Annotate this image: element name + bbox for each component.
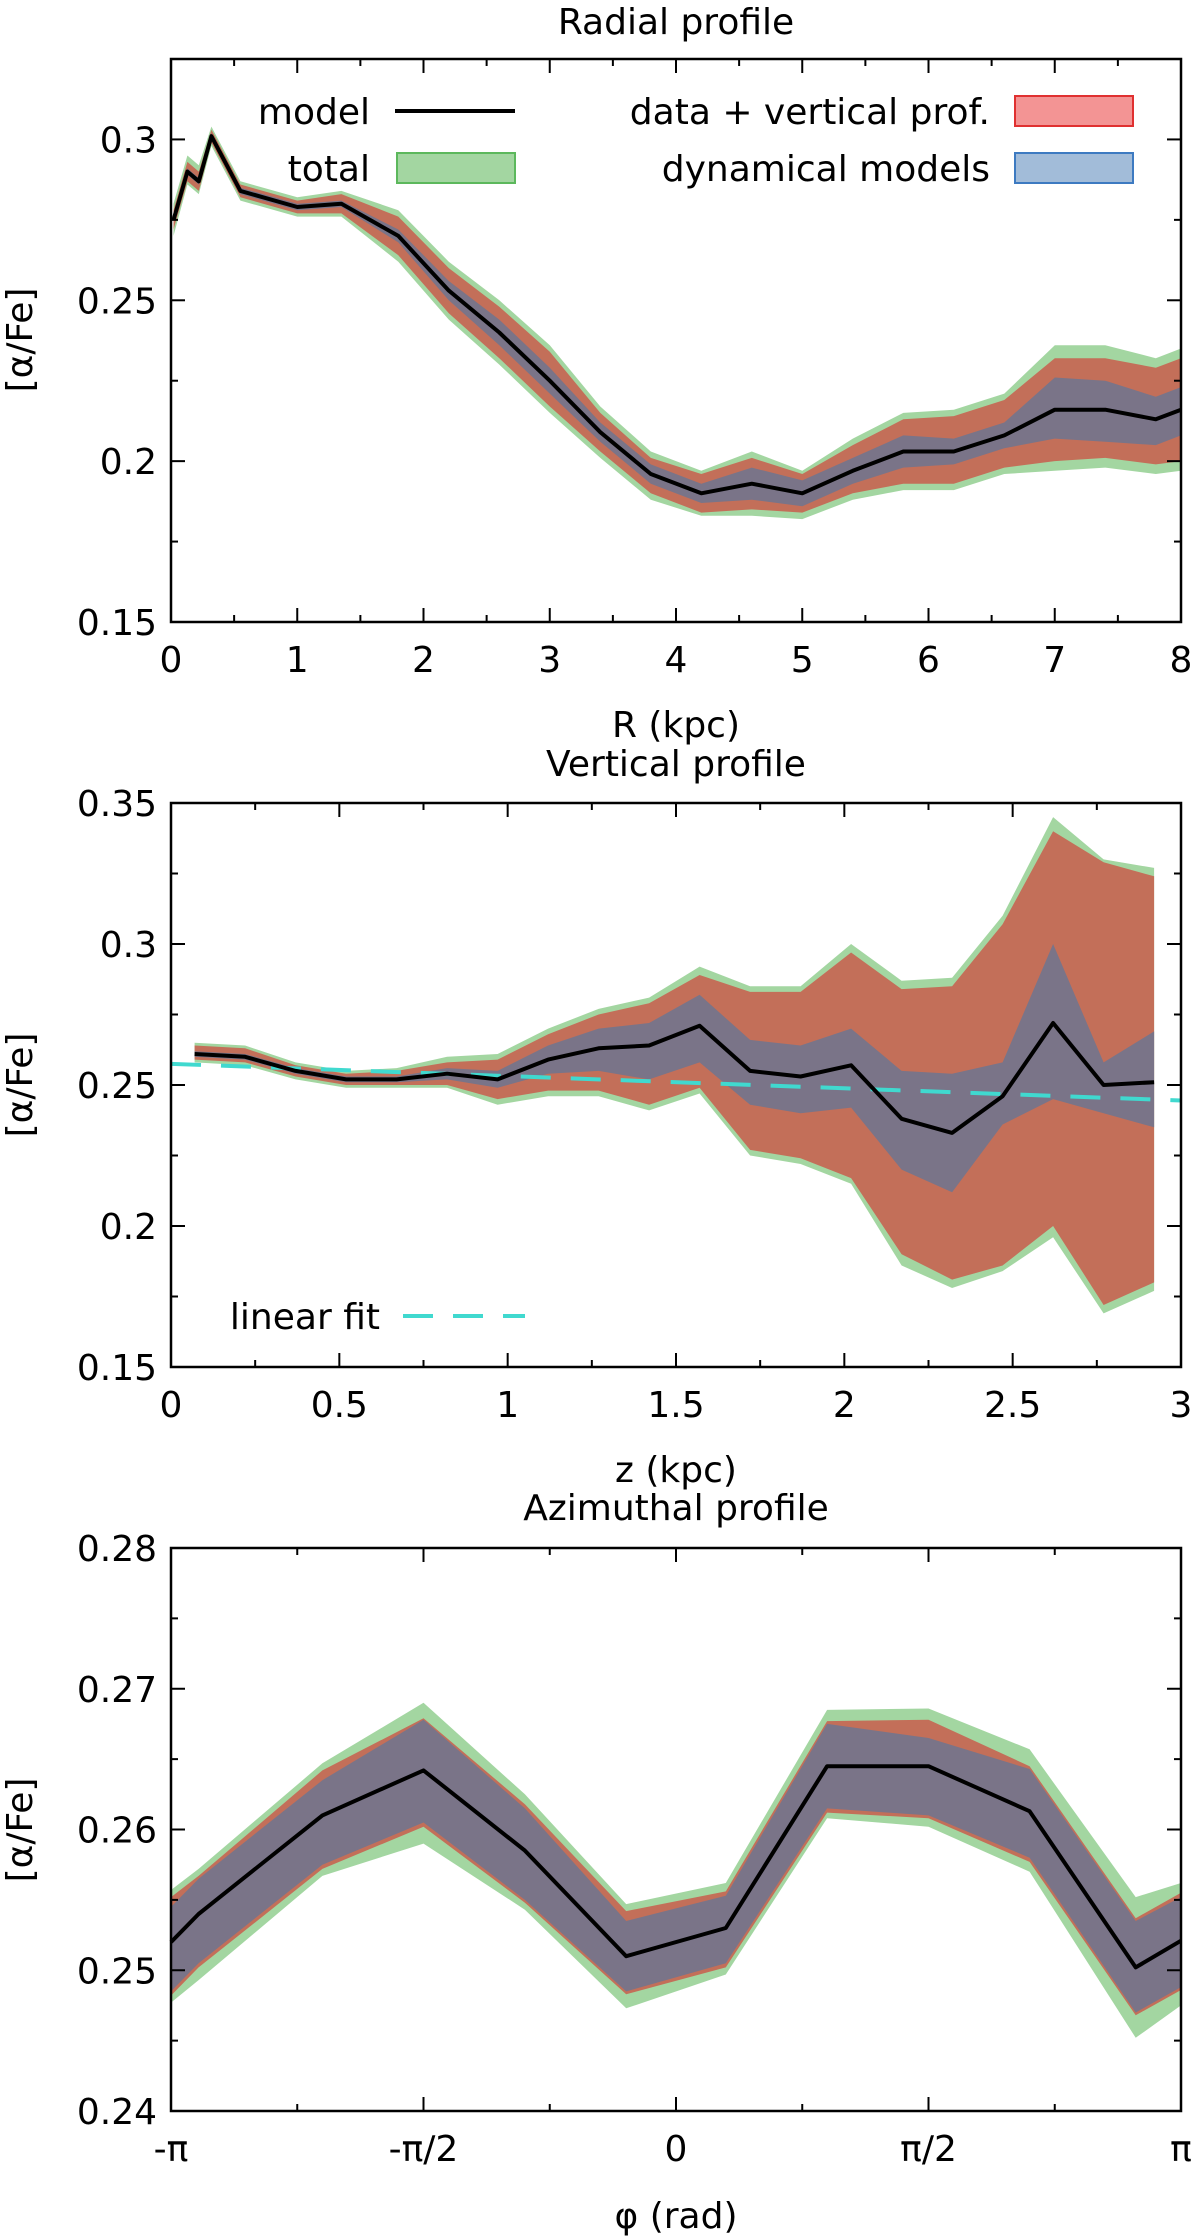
radial-xtick-label: 8 [1170, 640, 1193, 681]
radial-xlabel: R (kpc) [612, 705, 740, 746]
vertical-model-line [194, 1021, 1155, 1135]
vertical-xtick-label: 3 [1170, 1385, 1193, 1426]
azimuthal-ticks: -π -π/2 0 π/2 π 0.24 0.25 0.26 0.27 0.28 [77, 1529, 1192, 2170]
azimuthal-xtick-label: 0 [665, 2129, 688, 2170]
legend-total-swatch [396, 152, 516, 184]
azimuthal-bands [171, 1702, 1181, 2038]
radial-plot-frame [169, 57, 1183, 624]
vertical-linear-fit-line [170, 1061, 1182, 1103]
azimuthal-xtick-label: π/2 [900, 2129, 957, 2170]
radial-ylabel: [α/Fe] [0, 288, 41, 393]
radial-xtick-label: 7 [1043, 640, 1066, 681]
azimuthal-title: Azimuthal profile [523, 1488, 829, 1529]
vertical-ytick-label: 0.2 [100, 1207, 157, 1248]
azimuthal-ytick-label: 0.25 [77, 1951, 157, 1992]
vertical-ytick-label: 0.35 [77, 784, 157, 825]
vertical-ytick-label: 0.3 [100, 925, 157, 966]
radial-xtick-label: 0 [160, 640, 183, 681]
legend-dynamical-label: dynamical models [662, 149, 990, 190]
radial-xtick-label: 5 [791, 640, 814, 681]
radial-model-line [171, 134, 1182, 496]
legend-data-swatch [1014, 95, 1134, 127]
vertical-xtick-label: 0.5 [311, 1385, 368, 1426]
vertical-xtick-label: 1 [496, 1385, 519, 1426]
radial-xtick-label: 4 [665, 640, 688, 681]
vertical-bands [194, 817, 1155, 1314]
panel-azimuthal: Azimuthal profile -π -π/2 0 π/2 π 0.24 0.25 0.2… [0, 1488, 1192, 2236]
radial-ytick-label: 0.15 [77, 603, 157, 644]
panel-radial: Radial profile 0 1 2 3 4 5 6 7 8 0.15 0.2 0.25 0.3 R… [0, 2, 1192, 746]
vertical-xtick-label: 1.5 [647, 1385, 704, 1426]
radial-ytick-label: 0.2 [100, 442, 157, 483]
azimuthal-xtick-label: -π/2 [389, 2129, 459, 2170]
azimuthal-ytick-label: 0.28 [77, 1529, 157, 1570]
legend-model-label: model [258, 92, 370, 133]
vertical-fit [170, 1061, 1182, 1103]
radial-ticks: 0 1 2 3 4 5 6 7 8 0.15 0.2 0.25 0.3 [77, 59, 1193, 681]
vertical-xlabel: z (kpc) [615, 1450, 737, 1491]
azimuthal-ylabel: [α/Fe] [0, 1778, 41, 1883]
azimuthal-ytick-label: 0.24 [77, 2092, 157, 2133]
panel-vertical: Vertical profile 0 0.5 1 1.5 2 2.5 3 0.15 0.2 0.2… [0, 744, 1192, 1491]
azimuthal-xlabel: φ (rad) [615, 2196, 738, 2236]
legend-dynamical-swatch [1014, 152, 1134, 184]
vertical-title: Vertical profile [546, 744, 806, 785]
legend: model total data + vertical prof. dynami… [258, 92, 1134, 190]
legend-fit: linear fit [230, 1297, 525, 1338]
vertical-xtick-label: 2 [833, 1385, 856, 1426]
azimuthal-dynamical-band [171, 1719, 1181, 2013]
vertical-xtick-label: 2.5 [984, 1385, 1041, 1426]
legend-fit-label: linear fit [230, 1297, 380, 1338]
radial-ytick-label: 0.3 [100, 120, 157, 161]
azimuthal-xtick-label: -π [154, 2129, 189, 2170]
azimuthal-ytick-label: 0.26 [77, 1811, 157, 1852]
radial-xtick-label: 1 [286, 640, 309, 681]
vertical-ytick-label: 0.15 [77, 1348, 157, 1389]
vertical-ticks: 0 0.5 1 1.5 2 2.5 3 0.15 0.2 0.25 0.3 0.35 [77, 784, 1193, 1426]
vertical-model [194, 1021, 1155, 1135]
radial-xtick-label: 6 [917, 640, 940, 681]
legend-total-label: total [288, 149, 370, 190]
radial-model [171, 134, 1182, 496]
radial-xtick-label: 2 [412, 640, 435, 681]
legend-data-label: data + vertical prof. [630, 92, 990, 133]
radial-xtick-label: 3 [538, 640, 561, 681]
vertical-ytick-label: 0.25 [77, 1066, 157, 1107]
radial-bands [173, 126, 1181, 520]
azimuthal-ytick-label: 0.27 [77, 1670, 157, 1711]
vertical-xtick-label: 0 [160, 1385, 183, 1426]
azimuthal-xtick-label: π [1170, 2129, 1192, 2170]
vertical-ylabel: [α/Fe] [0, 1033, 41, 1138]
azimuthal-model [169, 1764, 1183, 1970]
vertical-dynamical-band [194, 944, 1155, 1193]
azimuthal-total-band [171, 1702, 1181, 2038]
azimuthal-model-line [169, 1764, 1183, 1970]
radial-ytick-label: 0.25 [77, 281, 157, 322]
radial-title: Radial profile [558, 2, 794, 43]
